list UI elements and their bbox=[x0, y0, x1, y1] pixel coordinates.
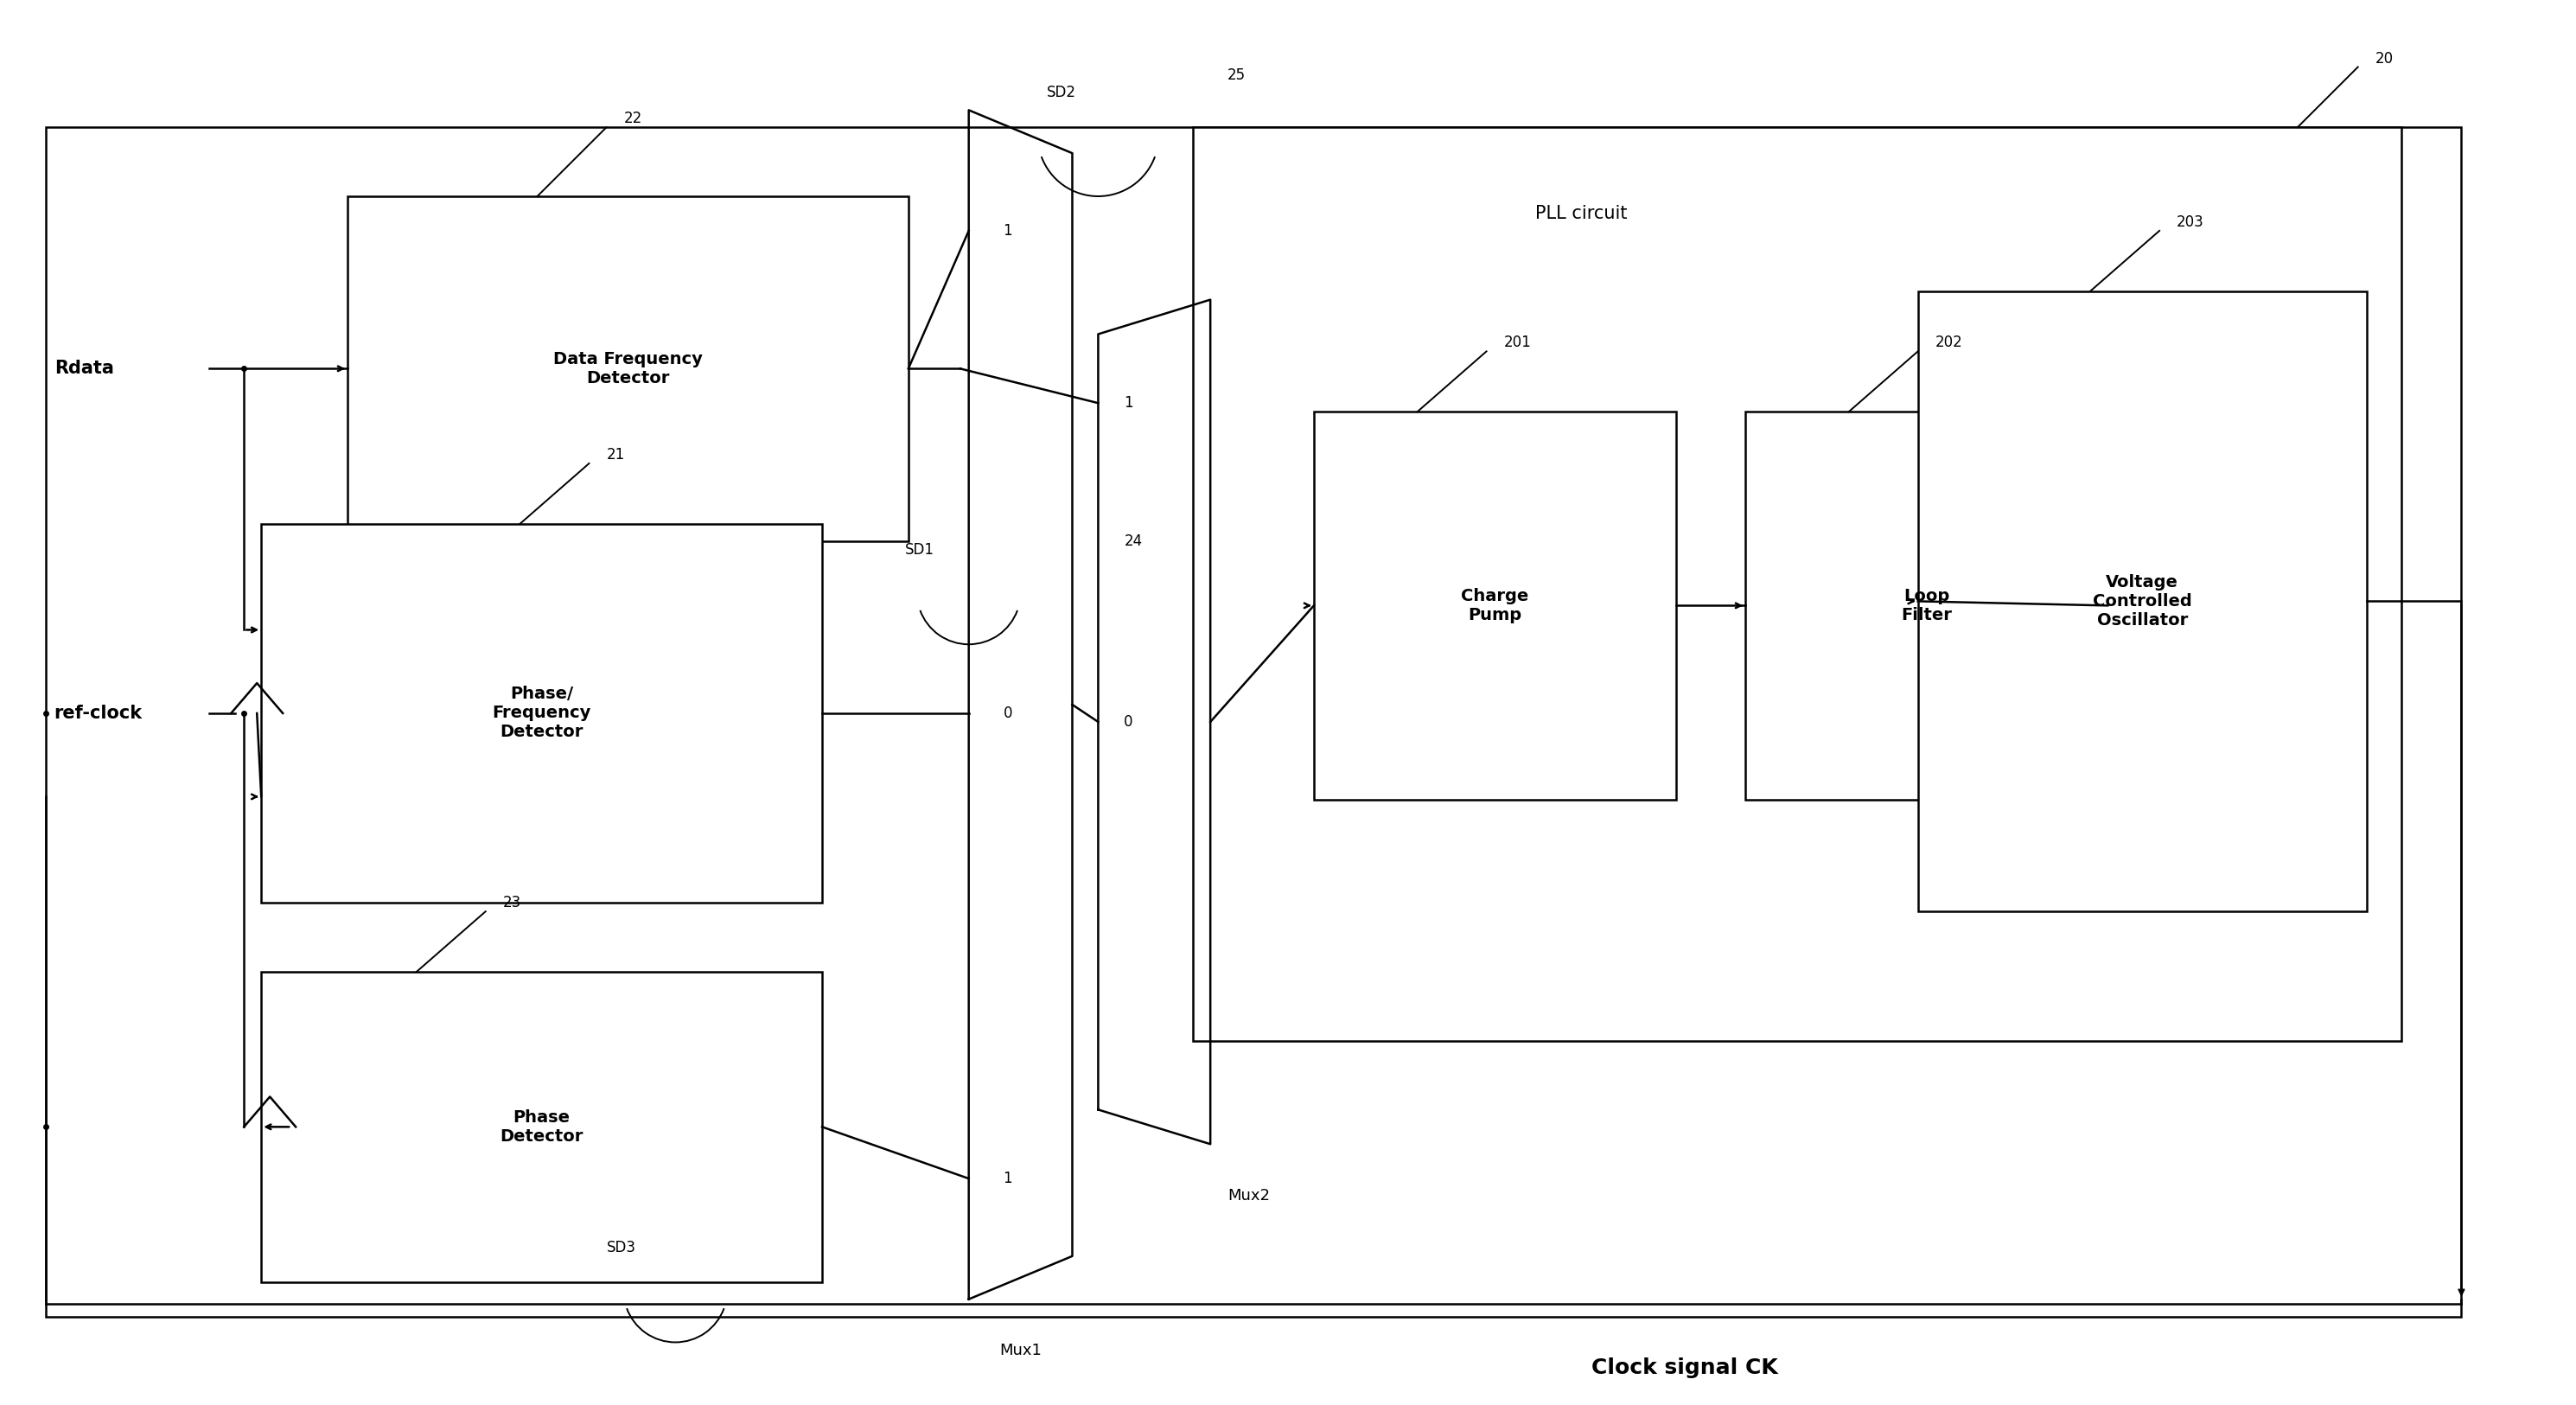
Text: ref-clock: ref-clock bbox=[54, 705, 142, 722]
Bar bbox=[46, 128, 2463, 1316]
Text: 203: 203 bbox=[2177, 215, 2205, 230]
Text: 1: 1 bbox=[1002, 1170, 1012, 1186]
Bar bbox=[1314, 412, 1677, 799]
Text: Phase/
Frequency
Detector: Phase/ Frequency Detector bbox=[492, 686, 590, 740]
Text: 0: 0 bbox=[1123, 714, 1133, 729]
Text: 23: 23 bbox=[502, 895, 520, 910]
Text: Mux2: Mux2 bbox=[1229, 1189, 1270, 1204]
Bar bbox=[1193, 128, 2401, 1041]
Text: SD1: SD1 bbox=[904, 542, 935, 558]
Text: SD3: SD3 bbox=[605, 1239, 636, 1255]
Text: 21: 21 bbox=[605, 447, 626, 462]
Text: Charge
Pump: Charge Pump bbox=[1461, 587, 1530, 624]
Text: 0: 0 bbox=[1002, 705, 1012, 721]
Text: 24: 24 bbox=[1123, 532, 1141, 549]
Text: Voltage
Controlled
Oscillator: Voltage Controlled Oscillator bbox=[2092, 575, 2192, 628]
Text: 22: 22 bbox=[623, 111, 641, 126]
Text: PLL circuit: PLL circuit bbox=[1535, 205, 1628, 222]
Bar bbox=[348, 197, 909, 541]
Bar bbox=[1919, 291, 2367, 912]
Text: 20: 20 bbox=[2375, 51, 2393, 66]
Text: Data Frequency
Detector: Data Frequency Detector bbox=[554, 351, 703, 386]
Text: 201: 201 bbox=[1504, 334, 1530, 350]
Text: Loop
Filter: Loop Filter bbox=[1901, 587, 1953, 624]
Text: 1: 1 bbox=[1123, 395, 1133, 410]
Text: Clock signal CK: Clock signal CK bbox=[1592, 1357, 1777, 1378]
Text: Phase
Detector: Phase Detector bbox=[500, 1109, 582, 1145]
Text: 25: 25 bbox=[1229, 67, 1247, 83]
Bar bbox=[1747, 412, 2107, 799]
Bar bbox=[260, 524, 822, 903]
Text: Rdata: Rdata bbox=[54, 360, 113, 378]
Bar bbox=[260, 972, 822, 1281]
Text: 202: 202 bbox=[1935, 334, 1963, 350]
Text: SD2: SD2 bbox=[1046, 86, 1077, 101]
Text: Mux1: Mux1 bbox=[999, 1343, 1041, 1359]
Text: 1: 1 bbox=[1002, 223, 1012, 239]
